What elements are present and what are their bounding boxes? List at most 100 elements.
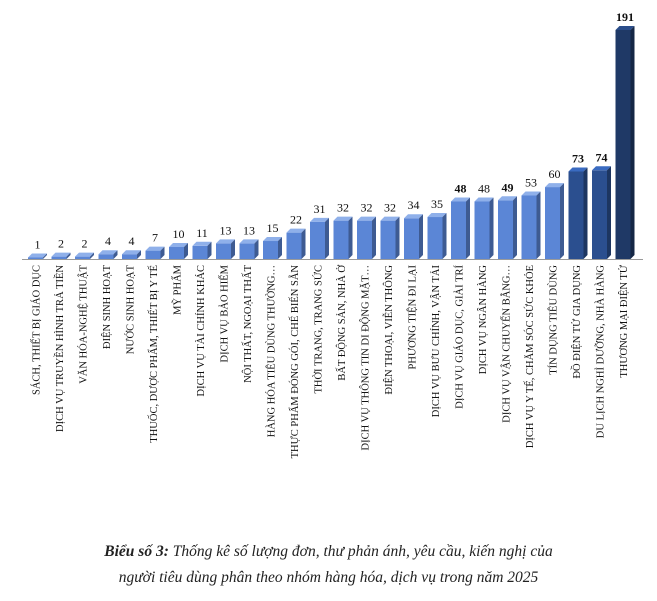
bar-top — [98, 250, 118, 255]
bar-3 — [75, 252, 94, 259]
bar-6 — [145, 246, 165, 259]
value-label: 34 — [408, 198, 420, 212]
bar-side — [630, 26, 635, 259]
bar-side — [372, 216, 376, 259]
category-label: MỸ PHẨM — [171, 264, 184, 315]
bar-25 — [592, 166, 611, 259]
bar-24 — [568, 167, 588, 259]
bar-side — [301, 228, 306, 259]
bar-group — [28, 26, 635, 259]
value-label: 10 — [173, 227, 185, 241]
bar-top — [615, 26, 635, 30]
bar-top — [333, 216, 353, 221]
bar-top — [545, 183, 564, 188]
value-label: 13 — [243, 223, 255, 237]
bar-side — [325, 217, 329, 259]
bar-side — [419, 214, 423, 259]
value-label: 4 — [105, 234, 111, 248]
value-label: 32 — [361, 201, 373, 215]
value-label: 32 — [337, 201, 349, 215]
bar-front — [28, 257, 43, 259]
value-label: 1 — [35, 238, 41, 252]
value-label: 22 — [290, 213, 302, 227]
bar-side — [513, 196, 517, 259]
category-label: DỊCH VỤ TRUYỀN HÌNH TRẢ TIỀN — [53, 265, 66, 432]
value-label: 49 — [502, 180, 514, 194]
value-label: 7 — [152, 231, 158, 245]
bar-17 — [404, 214, 423, 259]
bar-front — [521, 195, 537, 259]
bar-top — [380, 216, 400, 221]
category-label: ĐỒ ĐIỆN TỬ GIA DỤNG — [570, 265, 583, 379]
caption-line-2: người tiêu dùng phân theo nhóm hàng hóa,… — [118, 569, 539, 586]
bar-16 — [380, 216, 400, 259]
value-label: 4 — [129, 234, 135, 248]
bar-side — [348, 216, 353, 259]
bar-top — [404, 214, 423, 219]
category-label: NỘI THẤT, NGOẠI THẤT — [241, 264, 254, 382]
value-label: 74 — [596, 150, 608, 164]
bar-top — [75, 252, 94, 257]
bar-side — [278, 237, 282, 259]
bar-top — [28, 253, 47, 258]
category-label: THỜI TRANG, TRANG SỨC — [313, 265, 325, 394]
bar-21 — [498, 196, 517, 259]
bar-front — [192, 245, 208, 259]
bar-side — [489, 197, 494, 259]
category-label: THỰC PHẨM ĐÓNG GÓI, CHẾ BIẾN SẴN — [288, 265, 301, 459]
bar-front — [427, 217, 443, 259]
bar-top — [145, 246, 165, 251]
bar-side — [231, 239, 235, 259]
category-label: PHƯƠNG TIỆN ĐI LẠI — [407, 264, 419, 369]
value-label: 35 — [431, 197, 443, 211]
category-label: DỊCH VỤ TÀI CHÍNH KHÁC — [195, 265, 207, 396]
bar-8 — [192, 241, 212, 259]
bar-front — [263, 241, 278, 259]
category-label: DỊCH VỤ Y TẾ, CHĂM SÓC SỨC KHỎE — [523, 265, 536, 448]
caption-line-1: Biểu số 3: Thống kê số lượng đơn, thư ph… — [0, 543, 657, 561]
bar-22 — [521, 191, 541, 259]
category-label: THƯƠNG MẠI ĐIỆN TỬ — [618, 264, 630, 377]
bar-side — [254, 239, 259, 259]
bar-top — [474, 197, 494, 202]
category-label: DỊCH VỤ VẬN CHUYỂN BẰNG… — [500, 265, 513, 423]
bar-14 — [333, 216, 353, 259]
bar-side — [583, 167, 588, 259]
bar-18 — [427, 213, 447, 259]
category-label: DỊCH VỤ BƯU CHÍNH, VẬN TẢI — [430, 265, 442, 418]
bar-top — [427, 213, 447, 218]
bar-front — [98, 254, 114, 259]
bar-side — [184, 243, 188, 259]
bar-front — [75, 256, 90, 259]
bar-5 — [122, 250, 141, 259]
bar-front — [286, 232, 302, 259]
bar-front — [568, 171, 584, 259]
bar-top — [263, 237, 282, 242]
category-label: VĂN HÓA-NGHỆ THUẬT — [78, 264, 90, 383]
bar-front — [498, 200, 513, 259]
category-label: SÁCH, THIẾT BỊ GIÁO DỤC — [30, 265, 43, 395]
bar-13 — [310, 217, 329, 259]
value-label: 2 — [82, 237, 88, 251]
value-label: 73 — [572, 151, 584, 165]
bar-11 — [263, 237, 282, 259]
bar-20 — [474, 197, 494, 259]
category-label: DỊCH VỤ GIÁO DỤC, GIẢI TRÍ — [454, 265, 466, 409]
bar-top — [568, 167, 588, 172]
bar-side — [113, 250, 118, 259]
bar-side — [43, 253, 47, 259]
bar-12 — [286, 228, 306, 259]
bar-front — [310, 221, 325, 259]
bar-23 — [545, 183, 564, 259]
category-label: DU LỊCH NGHỈ DƯỠNG, NHÀ HÀNG — [595, 265, 607, 439]
bar-front — [451, 201, 466, 259]
bar-top — [286, 228, 306, 233]
bar-front — [333, 220, 349, 259]
bar-top — [357, 216, 376, 221]
value-label: 60 — [549, 167, 561, 181]
bar-front — [592, 170, 607, 259]
bar-front — [216, 243, 231, 259]
bar-top — [451, 197, 470, 202]
bar-side — [207, 241, 212, 259]
